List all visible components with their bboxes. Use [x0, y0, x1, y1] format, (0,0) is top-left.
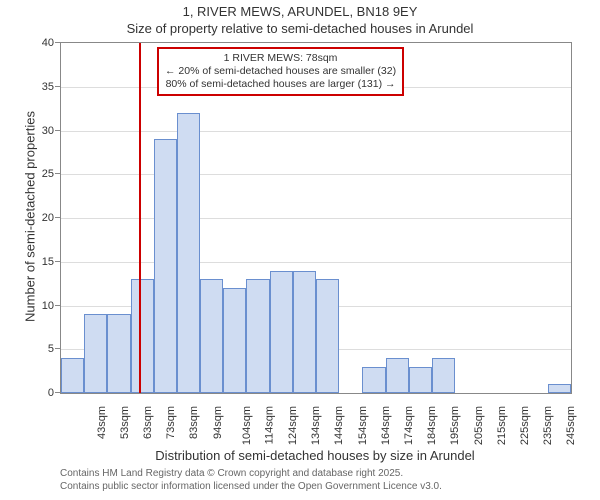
y-tick-label: 25 — [0, 168, 54, 180]
y-tick-label: 10 — [0, 300, 54, 312]
x-tick-label: 164sqm — [380, 406, 392, 445]
x-axis-label: Distribution of semi-detached houses by … — [60, 448, 570, 463]
y-tick-label: 20 — [0, 212, 54, 224]
histogram-bar — [409, 367, 432, 393]
chart-title: 1, RIVER MEWS, ARUNDEL, BN18 9EY Size of… — [0, 0, 600, 38]
histogram-bar — [432, 358, 455, 393]
y-tick-label: 0 — [0, 387, 54, 399]
histogram-bar — [246, 279, 269, 393]
x-tick-label: 73sqm — [165, 406, 177, 439]
attribution-line-2: Contains public sector information licen… — [60, 481, 442, 494]
histogram-plot: 1 RIVER MEWS: 78sqm ← 20% of semi-detach… — [60, 42, 572, 394]
grid-line — [61, 262, 571, 263]
x-tick-label: 184sqm — [426, 406, 438, 445]
histogram-bar — [107, 314, 130, 393]
grid-line — [61, 218, 571, 219]
x-tick-label: 245sqm — [565, 406, 577, 445]
histogram-bar — [362, 367, 385, 393]
y-tick-label: 30 — [0, 125, 54, 137]
y-tick-label: 5 — [0, 343, 54, 355]
x-tick-label: 225sqm — [519, 406, 531, 445]
x-tick-label: 104sqm — [241, 406, 253, 445]
x-tick-label: 63sqm — [142, 406, 154, 439]
histogram-bar — [154, 139, 177, 393]
x-tick-label: 235sqm — [542, 406, 554, 445]
x-tick-label: 195sqm — [449, 406, 461, 445]
x-tick-label: 94sqm — [212, 406, 224, 439]
y-tick-label: 35 — [0, 81, 54, 93]
subject-marker-line — [139, 43, 141, 393]
x-tick-label: 134sqm — [310, 406, 322, 445]
x-tick-label: 114sqm — [263, 406, 275, 444]
y-tick-label: 15 — [0, 256, 54, 268]
subject-callout-box: 1 RIVER MEWS: 78sqm ← 20% of semi-detach… — [157, 47, 404, 96]
x-tick-label: 83sqm — [188, 406, 200, 439]
histogram-bar — [84, 314, 107, 393]
title-line-1: 1, RIVER MEWS, ARUNDEL, BN18 9EY — [0, 4, 600, 21]
x-tick-label: 174sqm — [403, 406, 415, 445]
histogram-bar — [200, 279, 223, 393]
attribution-text: Contains HM Land Registry data © Crown c… — [60, 468, 442, 493]
x-tick-label: 144sqm — [334, 406, 346, 445]
y-tick-label: 40 — [0, 37, 54, 49]
histogram-bar — [270, 271, 293, 394]
x-tick-label: 205sqm — [473, 406, 485, 445]
histogram-bar — [61, 358, 84, 393]
callout-line-1: 1 RIVER MEWS: 78sqm — [165, 52, 396, 65]
callout-line-2: ← 20% of semi-detached houses are smalle… — [165, 65, 396, 78]
x-tick-label: 124sqm — [287, 406, 299, 445]
histogram-bar — [548, 384, 571, 393]
histogram-bar — [131, 279, 154, 393]
histogram-bar — [223, 288, 246, 393]
x-tick-label: 53sqm — [119, 406, 131, 439]
title-line-2: Size of property relative to semi-detach… — [0, 21, 600, 38]
attribution-line-1: Contains HM Land Registry data © Crown c… — [60, 468, 442, 481]
x-tick-label: 43sqm — [96, 406, 108, 439]
histogram-bar — [293, 271, 316, 394]
grid-line — [61, 131, 571, 132]
x-tick-label: 215sqm — [496, 406, 508, 445]
callout-line-3: 80% of semi-detached houses are larger (… — [165, 78, 396, 91]
grid-line — [61, 174, 571, 175]
histogram-bar — [316, 279, 339, 393]
histogram-bar — [177, 113, 200, 393]
histogram-bar — [386, 358, 409, 393]
x-tick-label: 154sqm — [357, 406, 369, 445]
